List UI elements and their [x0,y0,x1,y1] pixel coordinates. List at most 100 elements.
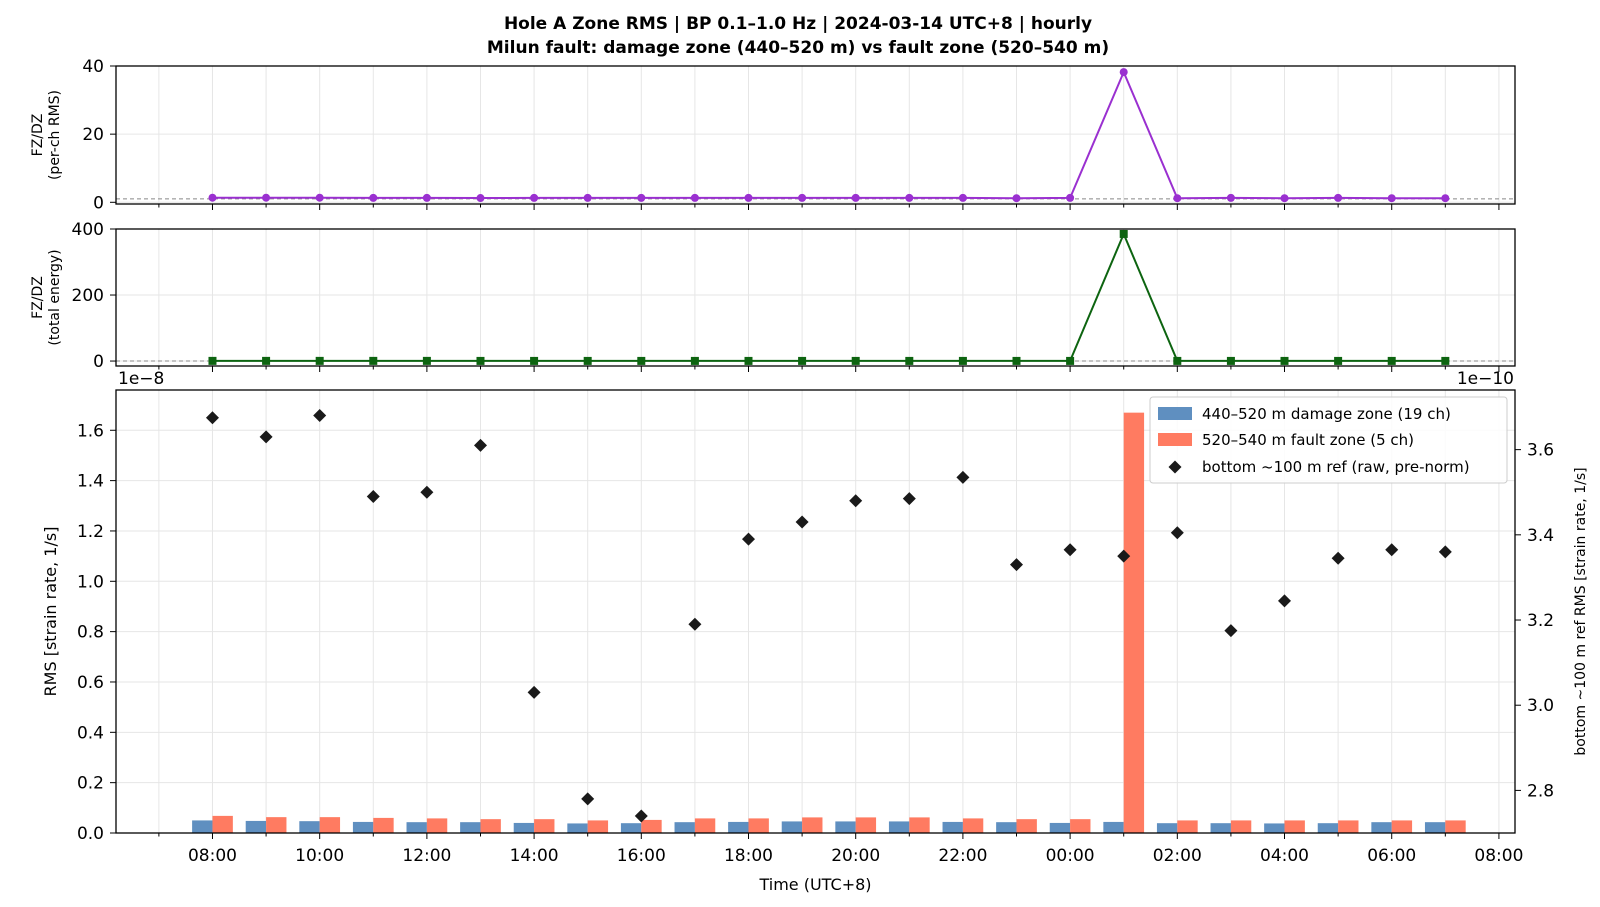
fault-zone-bar [1284,820,1305,833]
data-point [690,356,699,365]
x-tick-label: 00:00 [1046,846,1095,866]
reference-point [420,485,434,499]
data-point [262,356,271,365]
data-point [798,356,807,365]
data-point [637,356,646,365]
x-tick-label: 22:00 [938,846,987,866]
damage-zone-bar [996,822,1017,833]
damage-zone-bar [460,822,481,833]
chart-title-line1: Hole A Zone RMS | BP 0.1–1.0 Hz | 2024-0… [504,14,1092,34]
reference-point [527,685,541,699]
x-tick-label: 04:00 [1260,846,1309,866]
y-axis-label: FZ/DZ [30,276,46,319]
damage-zone-bar [1210,823,1231,833]
reference-point [1063,543,1077,557]
data-point [208,193,217,202]
data-point [744,193,753,202]
data-point [369,356,378,365]
data-point [369,193,378,202]
y2-tick-label: 3.2 [1527,611,1554,631]
data-point [583,193,592,202]
fault-zone-bar [855,817,877,833]
fault-zone-bar [1177,820,1198,833]
damage-zone-bar [299,821,320,833]
data-point [1441,194,1450,203]
data-point [1387,194,1396,203]
damage-zone-bar [1371,822,1392,833]
data-point [1012,356,1021,365]
reference-point [1385,543,1399,557]
damage-zone-bar [192,820,213,833]
data-point [1119,229,1128,238]
x-tick-label: 08:00 [1474,846,1523,866]
chart-title-line2: Milun fault: damage zone (440–520 m) vs … [487,38,1109,58]
legend-swatch-fault [1158,433,1192,446]
reference-point [581,792,595,806]
y-tick-label: 0 [93,352,104,372]
y-tick-label: 0.6 [77,673,104,693]
y-tick-label: 400 [72,220,104,240]
data-point [422,356,431,365]
panel-frame [115,228,1516,367]
damage-zone-bar [674,822,695,833]
y-axis-label: FZ/DZ [30,114,46,157]
data-point [1280,356,1289,365]
reference-point [741,532,755,546]
y-tick-label: 1.0 [77,572,104,592]
damage-zone-bar [888,821,910,833]
x-axis-label: Time (UTC+8) [758,875,871,894]
reference-point [1010,558,1024,572]
data-point [1441,356,1450,365]
y2-tick-label: 3.6 [1527,441,1554,461]
panel-frame [115,65,1516,205]
fault-zone-bar [426,818,448,833]
fault-zone-bar [1445,820,1466,833]
reference-point [795,515,809,529]
damage-zone-bar [352,821,374,833]
reference-point [1438,545,1452,559]
fault-zone-bar [909,817,930,833]
data-point [1334,356,1343,365]
x-tick-label: 12:00 [402,846,451,866]
x-tick-label: 06:00 [1367,846,1416,866]
y-tick-label: 1.2 [77,522,104,542]
damage-zone-bar [1264,823,1285,833]
x-tick-label: 18:00 [724,846,773,866]
fault-zone-bar [480,819,501,833]
data-point [476,194,485,203]
data-point [1387,356,1396,365]
y-axis-label: (per-ch RMS) [47,90,63,180]
data-point [690,193,699,202]
reference-point [259,430,273,444]
data-point [851,356,860,365]
fault-zone-bar [694,818,716,833]
damage-zone-bar [835,821,856,833]
legend-label: 520–540 m fault zone (5 ch) [1202,431,1414,449]
y-tick-label: 0.2 [77,774,104,794]
damage-zone-bar [1103,821,1124,833]
x-tick-label: 08:00 [188,846,237,866]
y-tick-label: 200 [72,286,104,306]
data-point [476,356,485,365]
reference-point [849,494,863,508]
data-point [1119,68,1128,77]
reference-point [473,438,487,452]
damage-zone-bar [1156,823,1178,833]
y-tick-label: 0.0 [77,824,104,844]
y-tick-label: 0 [93,193,104,213]
damage-zone-bar [942,821,963,833]
data-point [315,193,324,202]
y-axis-label: (total energy) [47,249,63,345]
reference-point [1117,549,1131,563]
data-point [1012,194,1021,203]
data-point [262,193,271,202]
fault-zone-bar [1338,820,1359,833]
legend-box [1149,396,1508,484]
reference-point [313,409,327,423]
data-point [1173,194,1182,203]
fault-zone-bar [534,819,555,833]
data-point [583,356,592,365]
fault-zone-bar [1391,820,1413,833]
fault-zone-bar [1070,819,1091,833]
data-point [905,356,914,365]
